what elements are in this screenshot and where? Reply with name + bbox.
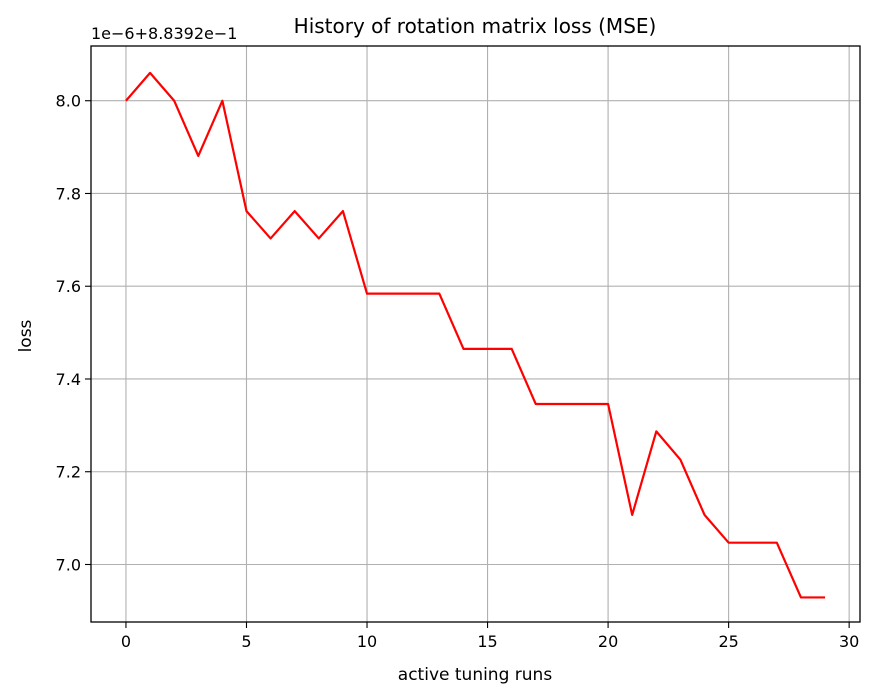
x-axis-label: active tuning runs: [398, 665, 553, 685]
y-tick-label: 8.0: [56, 92, 81, 111]
y-tick-label: 7.4: [56, 370, 81, 389]
plot-frame: [90, 45, 861, 623]
y-offset-text: 1e−6+8.8392e−1: [91, 24, 237, 43]
grid-lines: [91, 46, 860, 622]
y-axis-label: loss: [16, 319, 36, 352]
chart-title: History of rotation matrix loss (MSE): [294, 14, 657, 38]
x-tick-label: 25: [718, 632, 738, 651]
loss-series-line: [125, 71, 826, 599]
y-axis: 7.0 7.2 7.4 7.6 7.8 8.0: [56, 92, 91, 574]
x-tick-label: 0: [121, 632, 131, 651]
y-tick-label: 7.8: [56, 184, 81, 203]
y-tick-label: 7.0: [56, 555, 81, 574]
y-tick-label: 7.6: [56, 277, 81, 296]
y-tick-label: 7.2: [56, 463, 81, 482]
x-tick-label: 15: [477, 632, 497, 651]
x-tick-label: 20: [598, 632, 618, 651]
x-tick-label: 5: [241, 632, 251, 651]
x-tick-label: 10: [357, 632, 377, 651]
x-axis: 0 5 10 15 20 25 30: [121, 622, 859, 651]
series-group: [125, 71, 826, 599]
x-tick-label: 30: [839, 632, 859, 651]
